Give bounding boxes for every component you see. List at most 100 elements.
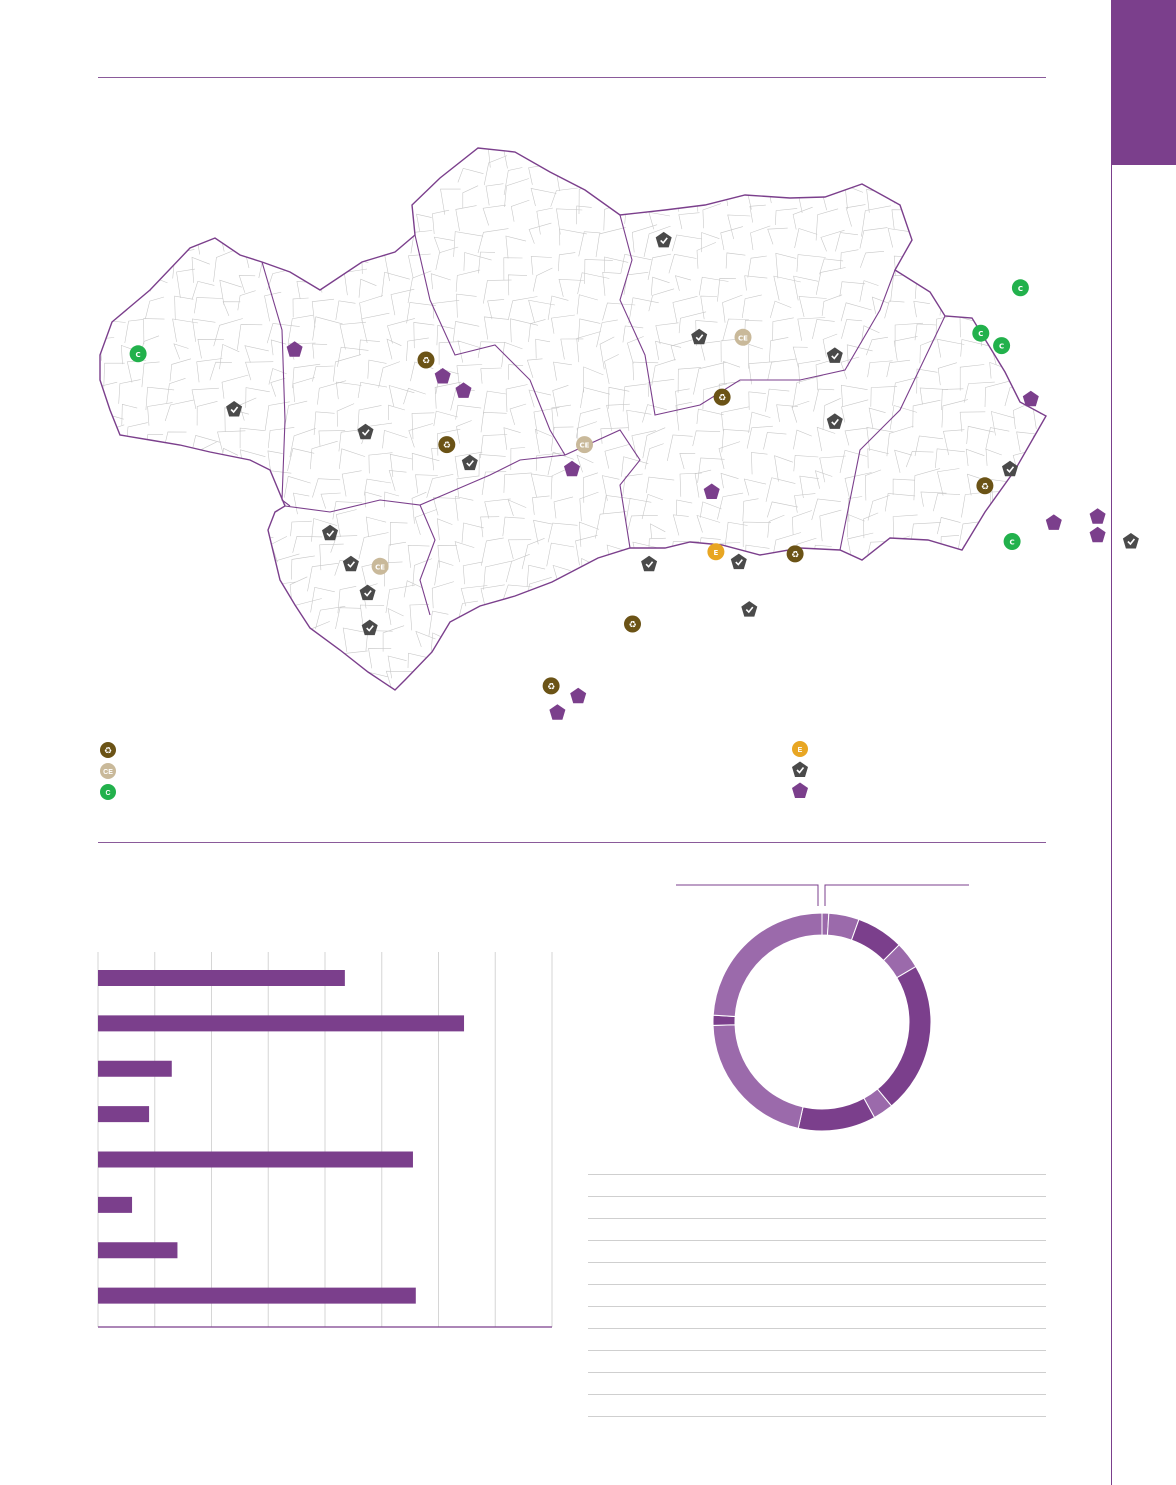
municipality-line bbox=[576, 205, 592, 225]
municipality-line bbox=[767, 358, 797, 380]
table-row bbox=[588, 1262, 1046, 1263]
municipality-line bbox=[844, 472, 872, 499]
municipality-line bbox=[553, 496, 574, 519]
check-mark bbox=[831, 418, 839, 426]
municipality-line bbox=[941, 388, 964, 411]
section-rule bbox=[98, 842, 1046, 843]
legend-check-icon bbox=[792, 761, 808, 777]
table-row bbox=[588, 1284, 1046, 1285]
municipality-line bbox=[437, 544, 457, 568]
municipality-line bbox=[291, 555, 315, 580]
marker-label: ♻ bbox=[422, 357, 430, 367]
municipality-line bbox=[580, 387, 610, 409]
municipality-line bbox=[310, 586, 335, 613]
municipality-line bbox=[141, 361, 160, 388]
municipality-line bbox=[676, 499, 693, 516]
municipality-line bbox=[985, 427, 1010, 450]
c-marker-icon: C bbox=[129, 345, 147, 363]
municipality-line bbox=[718, 441, 741, 470]
municipality-line bbox=[892, 514, 918, 539]
municipality-line bbox=[769, 337, 789, 363]
ce-marker-icon: CE bbox=[734, 328, 752, 346]
municipality-line bbox=[575, 407, 601, 439]
marker-circle bbox=[129, 345, 147, 363]
municipality-line bbox=[763, 432, 787, 450]
bar-chart-bars bbox=[98, 970, 465, 1304]
municipality-line bbox=[702, 203, 722, 229]
municipality-line bbox=[794, 493, 816, 513]
pentagon-shape bbox=[286, 341, 303, 357]
municipality-line bbox=[357, 405, 382, 433]
municipality-line bbox=[145, 296, 165, 320]
marker-label: C bbox=[999, 343, 1004, 351]
municipality-line bbox=[454, 496, 474, 521]
municipality-line bbox=[526, 564, 546, 587]
top-rule bbox=[98, 77, 1046, 78]
municipality-line bbox=[576, 294, 598, 315]
municipality-line bbox=[884, 493, 916, 512]
municipality-line bbox=[432, 497, 460, 516]
municipality-line bbox=[717, 492, 744, 520]
bar-chart-gridlines bbox=[97, 952, 553, 1327]
municipality-line bbox=[367, 359, 387, 379]
municipality-line bbox=[407, 652, 431, 669]
municipality-line bbox=[859, 227, 888, 249]
municipality-line bbox=[913, 468, 941, 501]
check-shape bbox=[342, 555, 359, 572]
check-shape bbox=[461, 454, 478, 471]
municipality-line bbox=[408, 253, 431, 279]
municipality-line bbox=[455, 205, 477, 232]
municipality-line bbox=[505, 554, 530, 583]
municipality-line bbox=[892, 377, 919, 406]
municipality-line bbox=[749, 204, 766, 223]
bar bbox=[98, 1242, 178, 1259]
municipality-line bbox=[746, 425, 773, 449]
table-row bbox=[588, 1174, 1046, 1175]
municipality-line bbox=[792, 510, 812, 535]
donut-slice bbox=[876, 965, 932, 1107]
municipality-line bbox=[267, 427, 295, 449]
municipality-line bbox=[406, 302, 436, 324]
marker-label: C bbox=[136, 351, 141, 359]
table-row bbox=[588, 1328, 1046, 1329]
municipality-line bbox=[935, 448, 965, 469]
municipality-line bbox=[330, 535, 358, 553]
municipality-line bbox=[315, 606, 346, 630]
municipality-line bbox=[625, 498, 652, 523]
municipality-line bbox=[692, 430, 721, 447]
municipality-line bbox=[914, 323, 937, 341]
municipality-line bbox=[503, 257, 523, 281]
municipality-line bbox=[841, 399, 869, 423]
municipality-line bbox=[426, 474, 454, 498]
legend-pentagon-icon bbox=[792, 782, 808, 798]
municipality-line bbox=[359, 339, 380, 355]
municipality-line bbox=[483, 560, 513, 590]
municipality-line bbox=[213, 318, 243, 347]
municipality-line bbox=[840, 384, 868, 407]
municipality-line bbox=[224, 407, 249, 432]
municipality-line bbox=[912, 399, 941, 428]
municipality-line bbox=[604, 444, 629, 469]
donut-slice bbox=[712, 1024, 804, 1129]
marker-circle bbox=[624, 615, 641, 633]
municipality-line bbox=[169, 358, 192, 382]
check-shape bbox=[359, 584, 376, 601]
municipality-line bbox=[528, 222, 552, 244]
municipality-line bbox=[510, 199, 530, 222]
municipality-line bbox=[533, 407, 560, 435]
municipality-line bbox=[815, 267, 846, 295]
municipality-line bbox=[508, 364, 524, 380]
municipality-line bbox=[368, 452, 393, 474]
municipality-line bbox=[435, 368, 459, 394]
corner-tab bbox=[1111, 0, 1176, 165]
municipality-line bbox=[866, 336, 889, 356]
municipality-line bbox=[528, 319, 546, 343]
municipality-line bbox=[409, 604, 430, 631]
municipality-line bbox=[534, 428, 553, 454]
municipality-line bbox=[359, 295, 383, 322]
municipality-line bbox=[742, 498, 759, 522]
municipality-line bbox=[290, 520, 312, 537]
municipality-line bbox=[307, 563, 339, 592]
recycle-marker-icon: ♻ bbox=[542, 677, 560, 695]
table-row bbox=[588, 1196, 1046, 1197]
